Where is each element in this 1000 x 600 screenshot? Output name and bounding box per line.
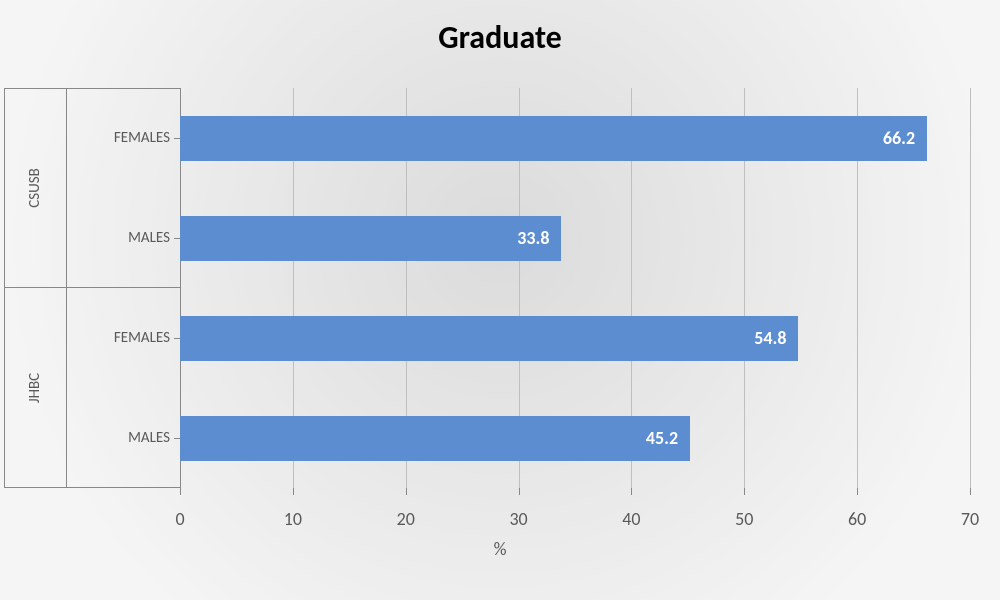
y-tick-mark [174,238,180,239]
x-tick-label: 20 [397,508,415,530]
bar-data-label: 45.2 [646,427,678,449]
chart-title: Graduate [0,18,1000,57]
y-tick-label: MALES [128,429,170,447]
x-tick-label: 10 [284,508,302,530]
x-tick-mark [857,488,858,495]
x-tick-mark [293,488,294,495]
y-tick-mark [174,338,180,339]
x-tick-mark [631,488,632,495]
bar: 45.2 [180,416,690,461]
bar: 33.8 [180,216,561,261]
x-tick-label: 70 [961,508,979,530]
x-tick-mark [970,488,971,495]
x-axis-title: % [0,538,1000,560]
y-tick-mark [174,138,180,139]
bar-data-label: 66.2 [883,127,915,149]
y-category-box [66,88,180,288]
bar: 66.2 [180,116,927,161]
y-tick-label: MALES [128,229,170,247]
x-tick-label: 0 [175,508,184,530]
x-tick-mark [519,488,520,495]
y-group-label: CSUSB [26,168,44,208]
y-category-box [66,288,180,488]
x-tick-mark [180,488,181,495]
x-tick-label: 30 [509,508,527,530]
y-tick-mark [174,438,180,439]
bar-data-label: 54.8 [754,327,786,349]
x-tick-mark [744,488,745,495]
chart-container: Graduate 66.2 33.8 54.8 45.2 CSUSB FEMALES MA… [0,0,1000,600]
gridline [970,88,971,488]
bar-data-label: 33.8 [517,227,549,249]
x-tick-label: 40 [622,508,640,530]
y-group-label: JHBC [26,373,44,403]
x-tick-mark [406,488,407,495]
y-tick-label: FEMALES [114,129,170,147]
x-tick-label: 60 [848,508,866,530]
x-tick-label: 50 [735,508,753,530]
y-tick-label: FEMALES [114,329,170,347]
bar: 54.8 [180,316,798,361]
